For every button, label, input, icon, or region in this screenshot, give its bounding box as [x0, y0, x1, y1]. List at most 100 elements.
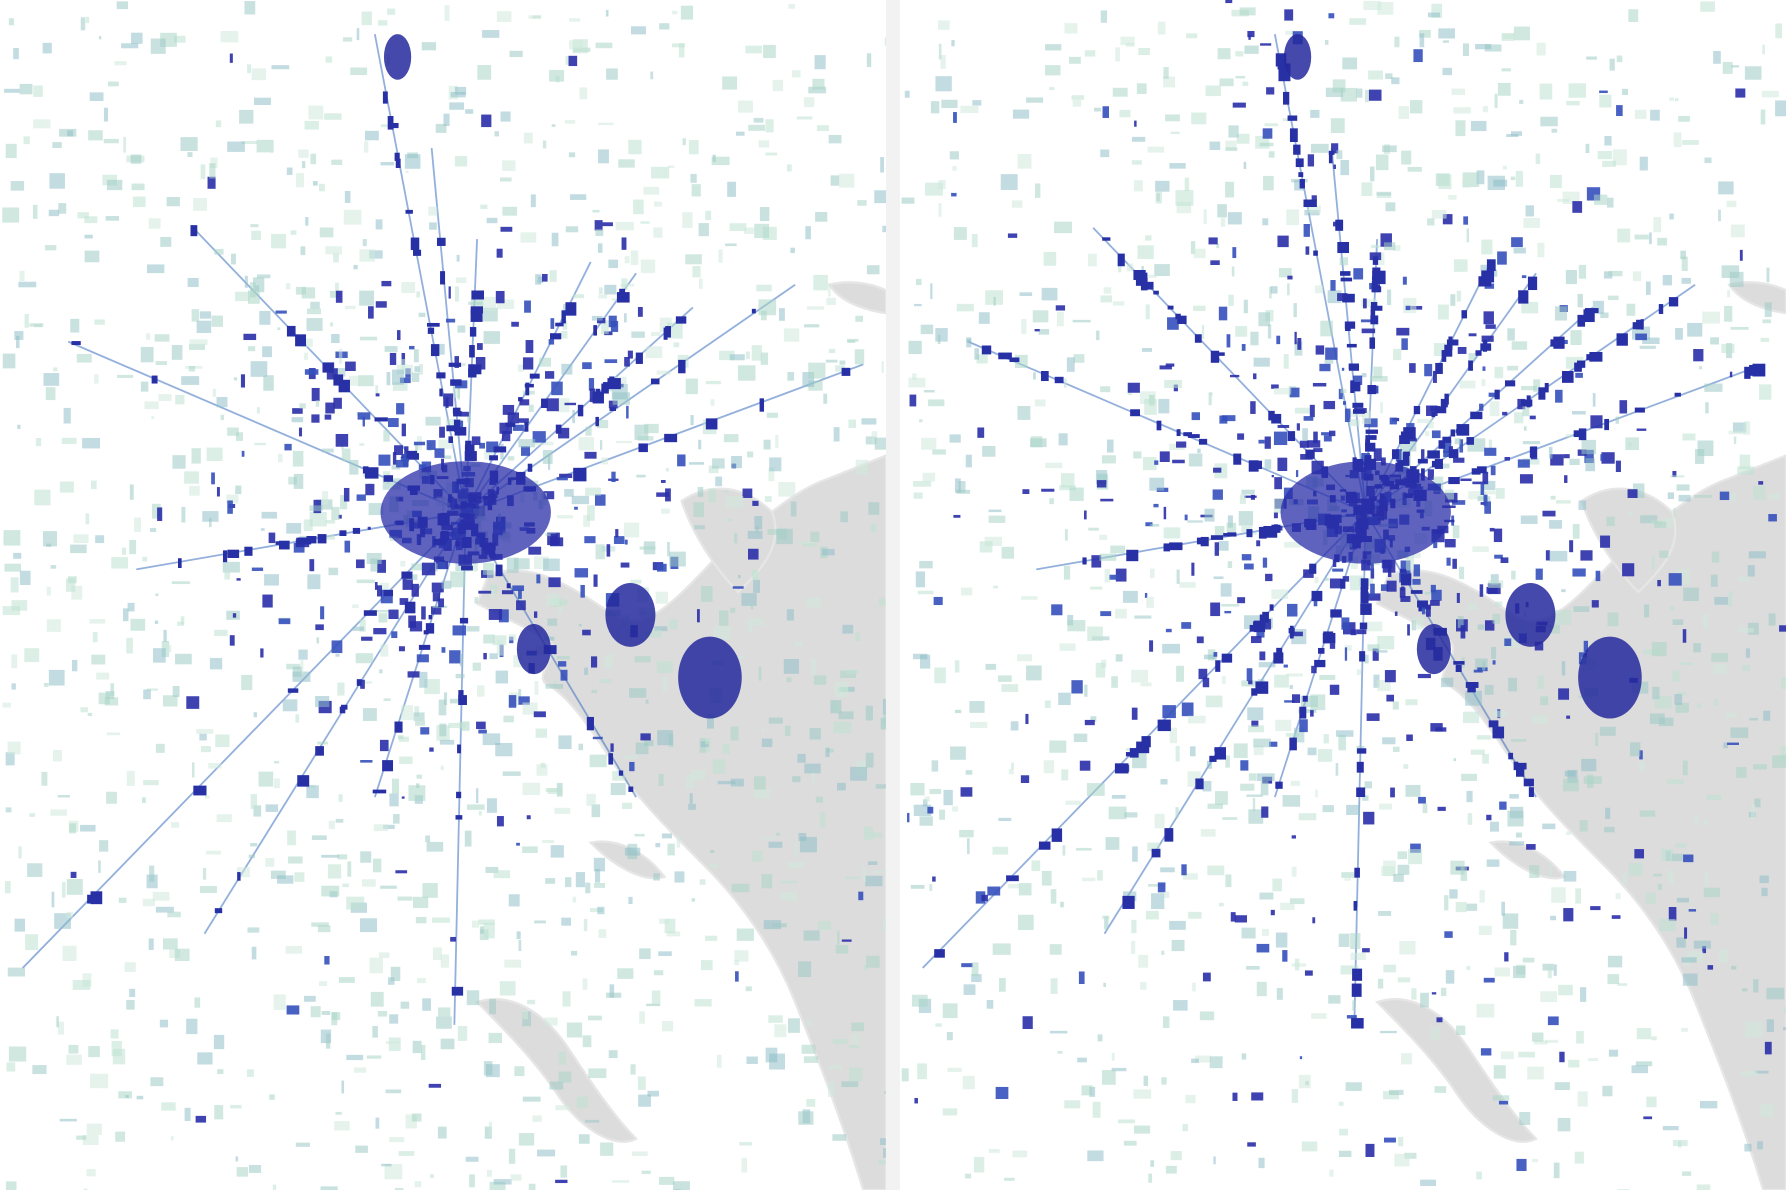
sparse-area: [871, 431, 878, 444]
dense-area: [927, 806, 934, 814]
dense-area: [262, 594, 273, 608]
dense-area: [500, 226, 513, 232]
sparse-area: [350, 67, 368, 76]
dense-area: [430, 606, 442, 615]
sparse-area: [610, 783, 626, 796]
sparse-area: [1146, 596, 1154, 608]
corridor: [1504, 380, 1516, 387]
sparse-area: [855, 459, 869, 475]
sparse-area: [149, 865, 155, 882]
corridor: [650, 378, 660, 385]
corridor: [577, 404, 584, 417]
sparse-area: [1248, 809, 1264, 824]
sparse-area: [1251, 532, 1257, 535]
dense-area: [1264, 436, 1271, 449]
sparse-area: [1021, 596, 1038, 600]
sparse-area: [1422, 803, 1428, 814]
dense-area: [443, 393, 454, 407]
sparse-area: [1578, 500, 1587, 511]
road: [1103, 511, 1367, 935]
sparse-area: [181, 376, 200, 385]
sparse-area: [418, 312, 426, 318]
sparse-area: [985, 663, 997, 670]
sparse-area: [572, 409, 575, 424]
sparse-area: [1681, 957, 1697, 963]
sparse-area: [1082, 877, 1096, 882]
sparse-area: [1645, 281, 1651, 295]
sparse-area: [1104, 916, 1109, 930]
sparse-area: [1317, 749, 1333, 762]
sparse-area: [220, 30, 239, 43]
dense-area: [1511, 237, 1523, 248]
corridor: [454, 427, 467, 436]
corridor: [1288, 627, 1295, 634]
corridor: [1342, 293, 1355, 303]
dense-area: [1384, 670, 1396, 683]
sparse-area: [705, 380, 721, 385]
dense-area: [335, 290, 343, 303]
sparse-area: [682, 212, 693, 228]
sparse-area: [880, 157, 884, 173]
sparse-area: [1363, 0, 1382, 11]
corridor: [1195, 778, 1204, 790]
dense-area: [1237, 433, 1245, 440]
sparse-area: [300, 660, 304, 675]
sparse-area: [341, 1080, 345, 1094]
sparse-area: [1077, 1057, 1087, 1063]
sparse-area: [391, 778, 400, 794]
sparse-area: [146, 333, 151, 340]
sparse-area: [127, 602, 135, 612]
sparse-area: [495, 670, 508, 684]
sparse-area: [1134, 615, 1152, 619]
dense-area: [216, 487, 220, 497]
sparse-area: [426, 841, 444, 852]
sparse-area: [105, 691, 115, 700]
sparse-area: [1565, 269, 1577, 285]
sparse-area: [952, 806, 959, 812]
dense-area: [1319, 363, 1331, 372]
sparse-area: [1442, 40, 1449, 43]
corridor: [177, 558, 182, 569]
sparse-area: [544, 1017, 558, 1026]
sparse-area: [488, 1032, 502, 1044]
sparse-area: [143, 780, 159, 786]
sparse-area: [380, 644, 389, 657]
sparse-area: [304, 352, 308, 360]
sparse-area: [136, 1095, 144, 1100]
sparse-area: [1577, 1091, 1588, 1107]
sparse-area: [1592, 300, 1604, 314]
sparse-area: [547, 788, 562, 795]
sparse-area: [1324, 39, 1329, 45]
sparse-area: [866, 955, 880, 968]
sparse-area: [5, 1181, 17, 1190]
sparse-area: [884, 37, 886, 46]
sparse-area: [1495, 487, 1505, 499]
sparse-area: [1490, 574, 1499, 585]
sparse-area: [337, 854, 348, 860]
sparse-area: [1376, 650, 1388, 653]
corridor: [1486, 259, 1496, 272]
sparse-area: [700, 741, 709, 748]
sparse-area: [851, 1022, 864, 1032]
sparse-area: [260, 528, 265, 531]
sparse-area: [549, 1081, 564, 1090]
sparse-area: [747, 451, 754, 458]
corridor: [458, 690, 464, 701]
corridor: [469, 345, 475, 358]
dense-area: [960, 787, 973, 797]
sparse-area: [1209, 392, 1213, 396]
sparse-area: [235, 485, 242, 495]
sparse-area: [194, 997, 201, 1008]
sparse-area: [1043, 251, 1057, 266]
sparse-area: [489, 653, 498, 660]
sparse-area: [1373, 674, 1380, 688]
dense-area: [637, 307, 643, 317]
sparse-area: [582, 1035, 592, 1048]
sparse-area: [1425, 431, 1430, 437]
sparse-area: [631, 331, 645, 338]
dense-area: [1410, 843, 1421, 853]
sparse-area: [1163, 76, 1176, 88]
sparse-area: [609, 984, 615, 998]
sparse-area: [227, 427, 239, 436]
corridor: [382, 760, 394, 772]
